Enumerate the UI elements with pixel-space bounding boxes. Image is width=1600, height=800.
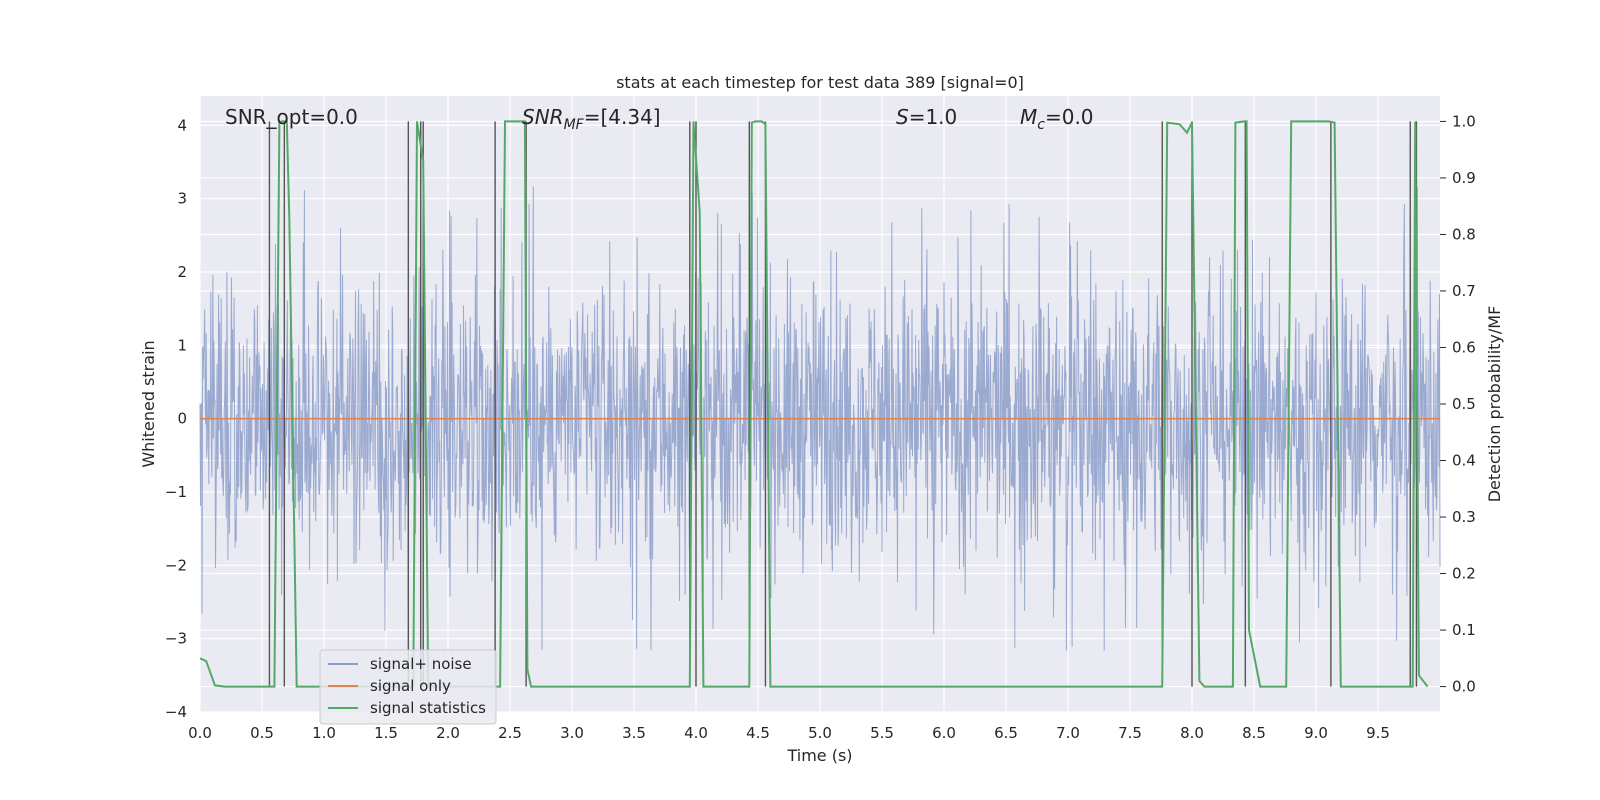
s-value: =1.0: [909, 105, 958, 129]
x-tick-labels: 0.0 0.5 1.0 1.5 2.0 2.5 3.0 3.5 4.0 4.5 5.0 5.5 6.0 6…: [188, 724, 1390, 742]
y-axis-label: Whitened strain: [139, 340, 158, 467]
legend-label-signal-statistics: signal statistics: [370, 699, 486, 717]
y-right-tick-labels: 1.0 0.9 0.8 0.7 0.6 0.5 0.4 0.3 0.2 0.1 0.0: [1440, 112, 1476, 696]
y-tick-label: −4: [165, 703, 187, 721]
y-right-tick-label: 0.4: [1452, 452, 1476, 470]
x-tick-label: 2.0: [436, 724, 460, 742]
signal-statistics-series: [199, 120, 1429, 688]
y-tick-label: −2: [165, 556, 187, 574]
mc-sub: c: [1037, 117, 1045, 133]
y-tick-label: 1: [177, 336, 187, 354]
x-tick-label: 1.5: [374, 724, 398, 742]
x-tick-label: 9.0: [1304, 724, 1328, 742]
x-tick-label: 1.0: [312, 724, 336, 742]
x-tick-label: 5.5: [870, 724, 894, 742]
y-right-tick-label: 0.3: [1452, 508, 1476, 526]
x-tick-label: 8.5: [1242, 724, 1266, 742]
mc-base: M: [1020, 105, 1037, 129]
snr-mf-annotation: SNRMF=[4.34]: [522, 105, 661, 133]
x-tick-label: 4.5: [746, 724, 770, 742]
y-right-tick-label: 0.5: [1452, 395, 1476, 413]
y-right-tick-label: 0.8: [1452, 225, 1476, 243]
s-base: S: [896, 105, 909, 129]
x-tick-label: 6.5: [994, 724, 1018, 742]
x-tick-label: 0.5: [250, 724, 274, 742]
chart-title: stats at each timestep for test data 389…: [616, 73, 1024, 92]
x-tick-label: 3.0: [560, 724, 584, 742]
y-right-tick-label: 0.7: [1452, 282, 1476, 300]
x-tick-label: 3.5: [622, 724, 646, 742]
y-tick-label: 2: [177, 263, 187, 281]
legend-label-signal-only: signal only: [370, 677, 451, 695]
x-tick-label: 0.0: [188, 724, 212, 742]
y-right-tick-label: 1.0: [1452, 112, 1476, 130]
mc-annotation: Mc=0.0: [1020, 105, 1094, 133]
x-tick-label: 4.0: [684, 724, 708, 742]
x-tick-label: 7.0: [1056, 724, 1080, 742]
y-tick-label: 3: [177, 190, 187, 208]
legend-box: [319, 649, 497, 725]
x-tick-label: 6.0: [932, 724, 956, 742]
legend-label-signal-noise: signal+ noise: [370, 655, 472, 673]
x-tick-label: 7.5: [1118, 724, 1142, 742]
x-tick-label: 8.0: [1180, 724, 1204, 742]
y-tick-label: −3: [165, 630, 187, 648]
y-right-tick-label: 0.6: [1452, 338, 1476, 356]
y-right-tick-label: 0.1: [1452, 621, 1476, 639]
y-tick-labels: 4 3 2 1 0 −1 −2 −3 −4: [165, 116, 187, 721]
signal-statistics-line: [199, 120, 1429, 688]
x-tick-label: 5.0: [808, 724, 832, 742]
s-annotation: S=1.0: [896, 105, 957, 129]
legend: signal+ noise signal only signal statist…: [319, 649, 497, 725]
snr-mf-base: SNR: [522, 105, 564, 129]
y-right-tick-label: 0.9: [1452, 169, 1476, 187]
x-axis-label: Time (s): [786, 746, 852, 765]
y-right-tick-label: 0.0: [1452, 678, 1476, 696]
y-right-axis-label: Detection probability/MF: [1485, 306, 1504, 503]
x-tick-label: 9.5: [1366, 724, 1390, 742]
x-tick-label: 2.5: [498, 724, 522, 742]
y-tick-label: −1: [165, 483, 187, 501]
y-right-tick-label: 0.2: [1452, 565, 1476, 583]
mc-value: =0.0: [1045, 105, 1094, 129]
snr-mf-sub: MF: [564, 117, 585, 133]
y-tick-label: 4: [177, 116, 187, 134]
snr-opt-annotation: SNR_opt=0.0: [225, 105, 358, 129]
snr-mf-value: =[4.34]: [584, 105, 661, 129]
y-tick-label: 0: [177, 410, 187, 428]
